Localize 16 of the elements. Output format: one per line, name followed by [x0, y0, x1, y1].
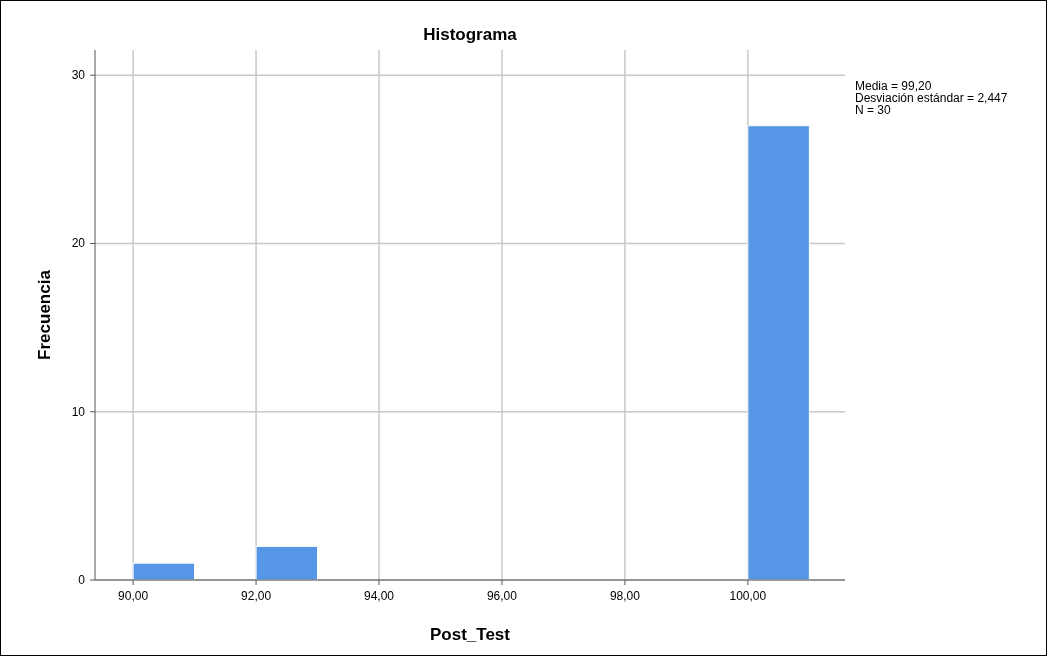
y-tick-label: 20 [71, 236, 86, 251]
y-tick-label: 10 [71, 404, 86, 419]
y-tick-label: 0 [78, 573, 86, 587]
text: Media = 99,20 [855, 79, 932, 93]
x-tick-label: 98,00 [609, 589, 641, 603]
x-tick-label: 92,00 [241, 589, 272, 603]
x-tick-label: 100,00 [729, 589, 767, 603]
text: N = 30 [855, 103, 892, 117]
x-tick-label: 96,00 [486, 589, 518, 603]
y-tick-label: 30 [71, 68, 86, 83]
chart-title: Histograma [423, 25, 518, 44]
x-tick-label: 90,00 [118, 589, 149, 603]
x-tick-label: 94,00 [364, 589, 395, 603]
y-axis-title: Frecuencia [35, 269, 54, 360]
text: Desviación estándar = 2,447 [855, 91, 1008, 105]
x-axis-title: Post_Test [430, 625, 511, 644]
